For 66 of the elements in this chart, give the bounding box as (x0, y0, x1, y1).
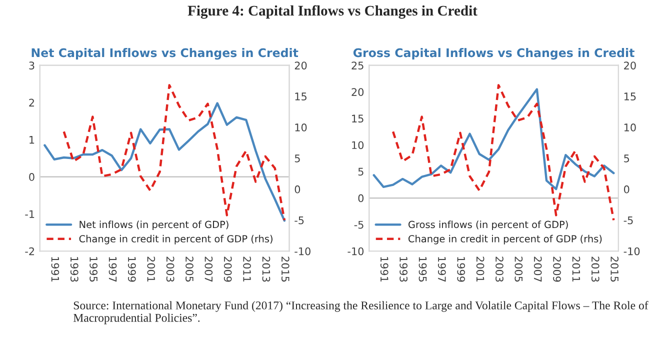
x-tick-label: 2005 (186, 256, 194, 282)
x-tick-label: 1997 (108, 257, 117, 282)
y2-tick-label: 10 (624, 124, 636, 132)
y-tick-label: 5 (358, 168, 364, 176)
y2-tick-label: -5 (624, 216, 633, 224)
y2-tick-label: 0 (294, 185, 300, 194)
y2-tick-label: 15 (295, 92, 306, 100)
y2-tick-label: -10 (624, 247, 640, 256)
x-tick-label: 2001 (476, 256, 484, 282)
legend-label: Net inflows (in percent of GDP) (80, 220, 228, 230)
y2-tick-label: 20 (624, 62, 636, 70)
x-tick-label: 2007 (204, 256, 213, 282)
x-tick-label: 1993 (400, 257, 408, 282)
chart-title: Gross Capital Inflows vs Changes in Credit (353, 48, 634, 60)
y2-tick-label: 20 (294, 62, 307, 70)
x-tick-label: 2013 (591, 256, 600, 282)
y2-tick-label: 15 (624, 92, 636, 100)
x-tick-label: 1991 (51, 257, 60, 282)
y-tick-label: -2 (25, 247, 34, 256)
x-tick-label: 1995 (90, 257, 98, 282)
caption: Figure 4: Capital Inflows vs Changes in Credit (188, 5, 478, 19)
y-tick-label: 15 (352, 114, 364, 123)
legend-label: Change in credit in percent of GDP (rhs) (408, 234, 602, 244)
x-tick-label: 1995 (418, 257, 427, 282)
x-tick-label: 2001 (147, 256, 156, 282)
x-tick-label: 2009 (553, 256, 561, 282)
x-tick-label: 2011 (572, 256, 580, 282)
x-tick-label: 2015 (610, 256, 619, 282)
y-tick-label: 3 (29, 62, 34, 70)
y2-tick-label: 5 (294, 154, 300, 162)
x-tick-label: 1991 (380, 257, 388, 282)
chart-title: Net Capital Inflows vs Changes in Credit (32, 48, 298, 60)
y-tick-label: 1 (30, 136, 34, 144)
y-tick-label: 0 (358, 194, 364, 202)
y2-tick-label: -10 (294, 247, 310, 256)
y2-tick-label: -5 (294, 216, 304, 224)
x-tick-label: 2013 (262, 256, 270, 282)
x-tick-label: 1999 (128, 257, 136, 282)
y2-tick-label: 0 (624, 185, 630, 194)
y-tick-label: 20 (352, 88, 364, 96)
x-tick-label: 2005 (514, 256, 523, 282)
line-series (372, 88, 615, 190)
legend-label: Change in credit in percent of GDP (rhs) (79, 234, 272, 244)
y-tick-label: 25 (352, 62, 364, 70)
x-tick-label: 2009 (224, 256, 232, 282)
x-tick-label: 2011 (243, 256, 251, 282)
line-series (44, 102, 286, 222)
legend-label: Gross inflows (in percent of GDP) (408, 220, 568, 230)
x-tick-label: 2007 (534, 256, 542, 282)
y2-tick-label: 5 (624, 154, 630, 162)
x-tick-label: 1999 (457, 257, 466, 282)
x-tick-label: 2003 (166, 256, 174, 282)
x-tick-label: 2015 (281, 256, 290, 282)
y-tick-label: 2 (29, 98, 34, 106)
y-tick-label: -1 (25, 210, 34, 218)
line-series (392, 84, 615, 222)
y2-tick-label: 10 (295, 124, 307, 132)
x-tick-label: 2003 (496, 256, 504, 282)
source-note: Source: International Monetary Fund (2017) “Increasing the Resilience to Large and Volatile Capital Flows – The Role of Macroprudential Policies”. (73, 301, 648, 324)
y-tick-label: 10 (352, 141, 364, 150)
y-tick-label: -5 (354, 220, 364, 229)
y-tick-label: -10 (348, 247, 364, 256)
y-tick-label: 0 (29, 173, 34, 181)
x-tick-label: 1993 (70, 257, 78, 282)
x-tick-label: 1997 (438, 257, 446, 282)
line-series (62, 84, 286, 222)
